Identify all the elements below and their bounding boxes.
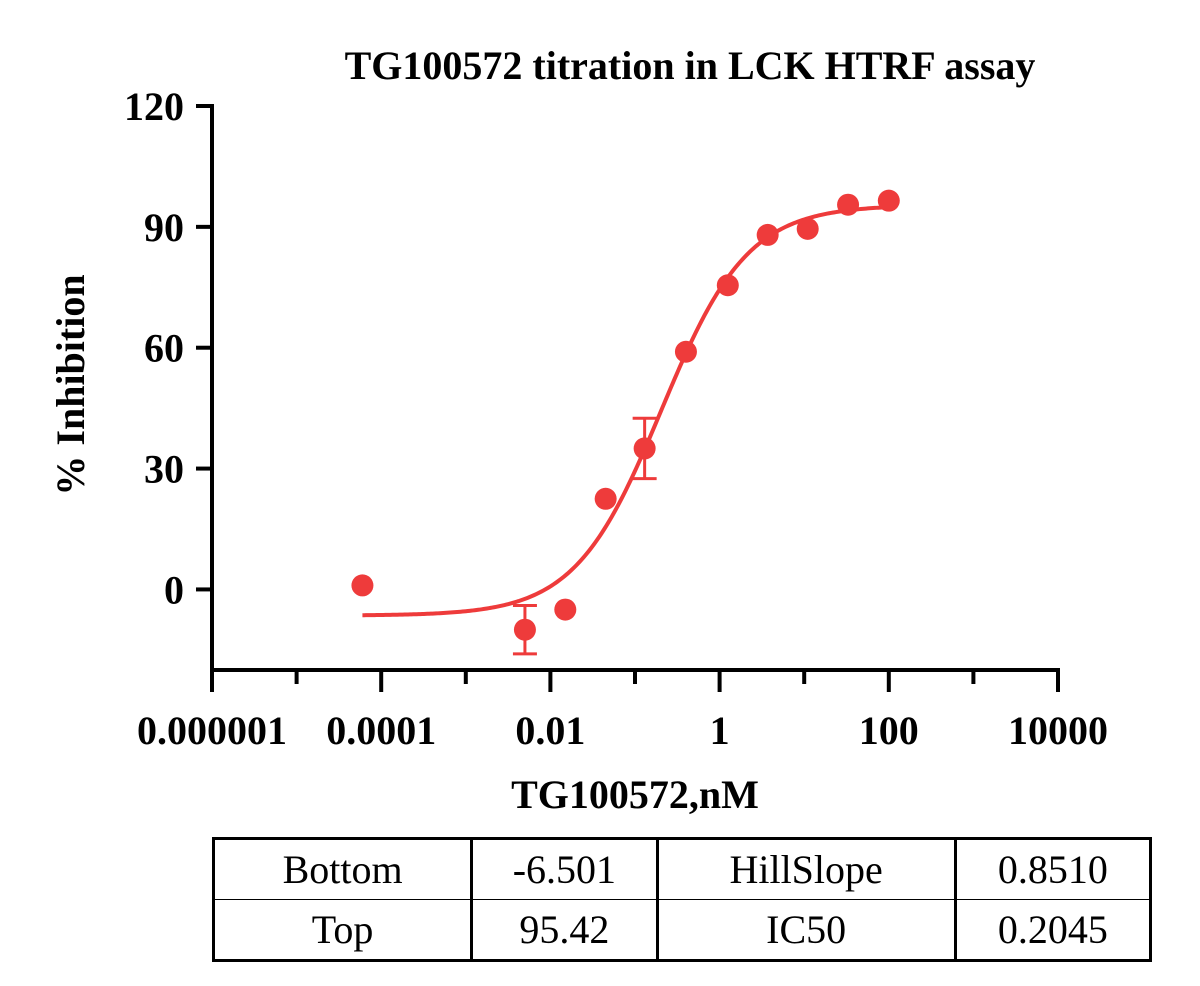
x-tick-label: 1 <box>710 708 730 753</box>
y-axis-ticks: 0 30 60 90 120 <box>124 84 212 612</box>
param-value-top: 95.42 <box>470 899 659 962</box>
data-point <box>796 217 819 240</box>
data-point <box>716 274 739 297</box>
x-tick-label: 100 <box>859 708 919 753</box>
x-tick-label: 0.01 <box>515 708 585 753</box>
fit-curve <box>362 205 889 618</box>
data-point <box>837 193 860 216</box>
param-value-bottom: -6.501 <box>470 837 659 900</box>
y-axis-label: % Inhibition <box>48 274 93 495</box>
data-point <box>756 223 779 246</box>
chart-title: TG100572 titration in LCK HTRF assay <box>345 43 1036 88</box>
data-point <box>633 437 656 460</box>
y-tick-label: 120 <box>124 84 184 129</box>
data-point <box>674 340 697 363</box>
param-label-hillslope: HillSlope <box>655 837 957 900</box>
x-axis-ticks: 0.000001 0.0001 0.01 1 100 10000 <box>137 670 1108 753</box>
table-row: Top 95.42 IC50 0.2045 <box>211 899 1153 962</box>
data-point <box>513 618 536 641</box>
param-value-ic50: 0.2045 <box>953 899 1153 962</box>
param-value-hillslope: 0.8510 <box>953 837 1153 900</box>
data-points <box>351 189 900 641</box>
x-tick-label: 0.000001 <box>137 708 287 753</box>
data-point <box>594 487 617 510</box>
param-label-top: Top <box>211 899 474 962</box>
data-point <box>351 574 374 597</box>
x-tick-label: 10000 <box>1008 708 1108 753</box>
data-point <box>554 598 577 621</box>
param-label-bottom: Bottom <box>211 837 474 900</box>
dose-response-chart: TG100572 titration in LCK HTRF assay % I… <box>48 43 1108 817</box>
y-tick-label: 0 <box>164 567 184 612</box>
fit-parameters-table: Bottom -6.501 HillSlope 0.8510 Top 95.42… <box>211 837 1153 962</box>
data-point <box>877 189 900 212</box>
y-tick-label: 30 <box>144 447 184 492</box>
x-axis-label: TG100572,nM <box>511 772 759 817</box>
x-tick-label: 0.0001 <box>326 708 436 753</box>
table-row: Bottom -6.501 HillSlope 0.8510 <box>211 837 1153 900</box>
y-tick-label: 90 <box>144 205 184 250</box>
param-label-ic50: IC50 <box>655 899 957 962</box>
y-tick-label: 60 <box>144 326 184 371</box>
